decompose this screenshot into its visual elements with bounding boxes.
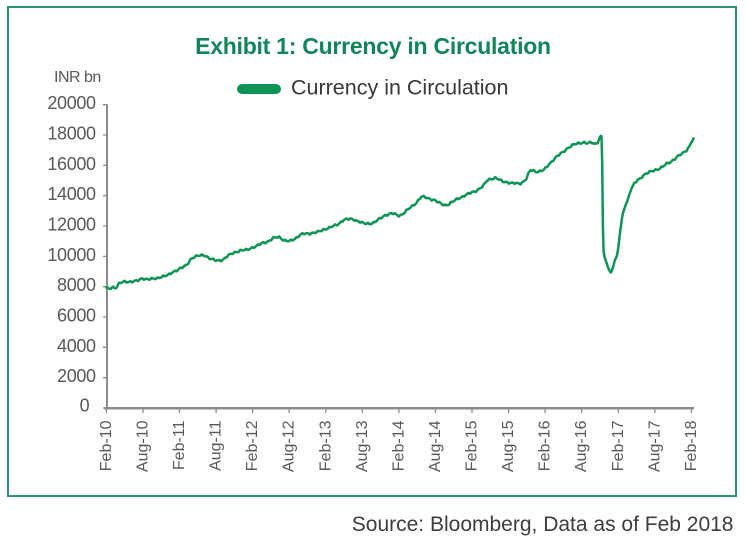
svg-text:2000: 2000 xyxy=(57,366,96,386)
svg-text:Feb-17: Feb-17 xyxy=(610,420,627,471)
svg-text:Feb-12: Feb-12 xyxy=(244,420,261,471)
svg-text:Exhibit 1: Currency in Circula: Exhibit 1: Currency in Circulation xyxy=(195,33,551,59)
svg-text:Aug-17: Aug-17 xyxy=(646,420,663,472)
svg-text:Aug-15: Aug-15 xyxy=(500,420,517,472)
svg-text:8000: 8000 xyxy=(57,275,96,295)
svg-text:INR bn: INR bn xyxy=(54,69,101,86)
svg-text:Aug-10: Aug-10 xyxy=(135,420,152,472)
svg-text:Currency in Circulation: Currency in Circulation xyxy=(291,76,508,100)
svg-text:16000: 16000 xyxy=(47,154,96,174)
svg-text:Feb-13: Feb-13 xyxy=(317,420,334,471)
svg-text:Aug-11: Aug-11 xyxy=(208,420,225,471)
svg-text:0: 0 xyxy=(80,396,90,416)
svg-text:Aug-14: Aug-14 xyxy=(427,420,444,472)
svg-text:20000: 20000 xyxy=(47,93,96,113)
svg-text:10000: 10000 xyxy=(47,245,96,265)
svg-text:Aug-12: Aug-12 xyxy=(281,420,298,472)
svg-text:Feb-10: Feb-10 xyxy=(98,420,115,471)
svg-text:6000: 6000 xyxy=(57,306,96,326)
svg-text:Aug-13: Aug-13 xyxy=(354,420,371,472)
svg-text:14000: 14000 xyxy=(47,184,96,204)
svg-text:Feb-16: Feb-16 xyxy=(537,420,554,471)
svg-text:Aug-16: Aug-16 xyxy=(573,420,590,472)
svg-text:Feb-18: Feb-18 xyxy=(683,420,700,471)
svg-text:Source: Bloomberg, Data as of: Source: Bloomberg, Data as of Feb 2018 xyxy=(352,513,734,536)
svg-text:4000: 4000 xyxy=(57,336,96,356)
svg-text:Feb-11: Feb-11 xyxy=(171,420,188,470)
svg-text:Feb-14: Feb-14 xyxy=(390,420,407,471)
svg-text:18000: 18000 xyxy=(47,124,96,144)
svg-text:12000: 12000 xyxy=(47,215,96,235)
svg-text:Feb-15: Feb-15 xyxy=(464,420,481,471)
